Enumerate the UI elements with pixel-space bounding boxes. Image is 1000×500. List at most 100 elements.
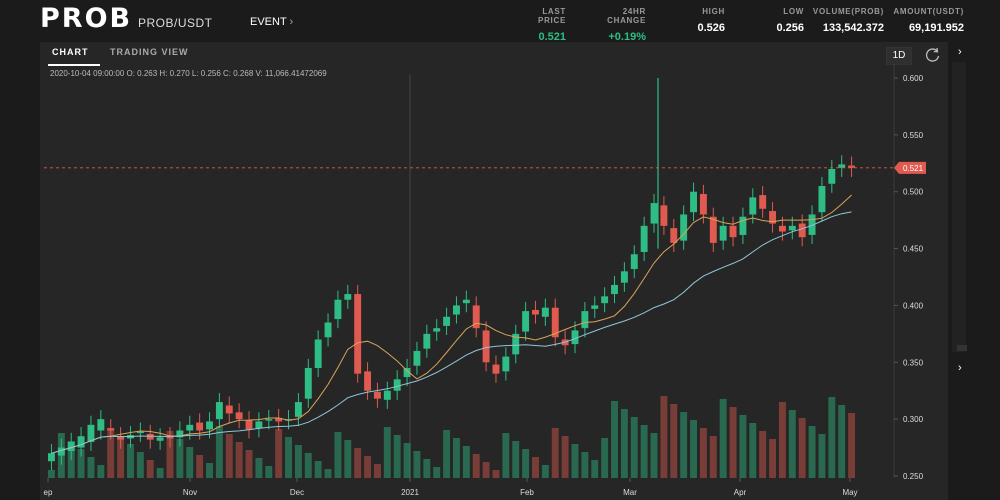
volume-bar: [423, 459, 431, 478]
stat-label: HIGH: [702, 7, 725, 16]
volume-bar: [206, 463, 213, 478]
ma-slow-line: [51, 211, 852, 454]
candle-body: [769, 211, 777, 224]
y-tick-label: 0.250: [903, 472, 924, 481]
candle-body: [166, 436, 174, 439]
x-tick-label: Feb: [520, 488, 534, 497]
stat-high: HIGH 0.526: [680, 7, 725, 34]
chevron-right-icon[interactable]: ›: [958, 362, 962, 374]
volume-bar: [492, 470, 500, 478]
stat-label: 24HR CHANGE: [607, 7, 646, 25]
candle-body: [512, 333, 520, 355]
volume-bar: [107, 428, 115, 478]
candle-body: [77, 436, 85, 448]
volume-bar: [97, 465, 105, 478]
candle-body: [788, 225, 796, 231]
stat-label: VOLUME(PROB): [812, 7, 884, 16]
chevron-right-icon[interactable]: ›: [958, 46, 962, 58]
candle-body: [630, 254, 638, 270]
volume-bar: [630, 417, 638, 478]
candle-body: [186, 424, 194, 431]
volume-bar: [532, 457, 539, 478]
tab-trading-view[interactable]: TRADING VIEW: [110, 47, 189, 57]
candle-body: [532, 309, 539, 315]
candle-body: [848, 165, 856, 168]
stat-value: 0.521: [538, 31, 566, 43]
candle-body: [591, 305, 599, 309]
candle-body: [265, 419, 273, 421]
volume-bar: [136, 452, 144, 478]
volume-bar: [127, 444, 134, 478]
candle-body: [294, 402, 302, 417]
volume-bar: [403, 443, 411, 478]
volume-bar: [788, 410, 796, 478]
y-tick-label: 0.550: [903, 131, 924, 140]
candle-body: [650, 203, 658, 224]
volume-bar: [146, 460, 154, 478]
candle-body: [304, 367, 312, 399]
candle-body: [759, 195, 767, 209]
volume-bar: [502, 433, 510, 478]
volume-bar: [699, 428, 707, 478]
candle-body: [57, 447, 65, 456]
x-tick-label: Apr: [734, 488, 747, 497]
volume-bar: [551, 428, 559, 478]
volume-bar: [433, 467, 441, 478]
volume-bar: [57, 433, 65, 478]
candle-body: [690, 191, 697, 213]
candle-body: [225, 405, 233, 414]
volume-bar: [235, 442, 243, 478]
candle-body: [334, 299, 342, 320]
candle-body: [709, 216, 717, 243]
volume-bar: [354, 448, 362, 478]
volume-bar: [680, 412, 688, 478]
volume-bar: [176, 439, 184, 478]
stat-value: 69,191.952: [908, 22, 964, 34]
volume-bar: [87, 457, 95, 478]
candle-body: [403, 367, 411, 378]
volume-bar: [294, 445, 302, 478]
volume-bar: [304, 453, 312, 478]
event-link[interactable]: EVENT ›: [250, 16, 293, 28]
candle-body: [818, 186, 826, 213]
candle-body: [136, 431, 144, 434]
candle-body: [48, 453, 55, 462]
candle-body: [522, 311, 530, 332]
candle-body: [87, 424, 95, 442]
volume-bar: [828, 397, 836, 478]
volume-bar: [334, 432, 342, 478]
period-selector[interactable]: 1D: [886, 47, 912, 65]
candle-body: [838, 164, 846, 168]
volume-bar: [462, 446, 470, 478]
volume-bar: [848, 413, 856, 478]
volume-bar: [245, 450, 253, 478]
volume-bar: [759, 431, 767, 478]
refresh-icon[interactable]: [924, 46, 942, 64]
volume-bar: [620, 409, 628, 478]
active-tab-indicator: [48, 64, 100, 66]
tab-chart[interactable]: CHART: [52, 47, 89, 57]
chart-panel: CHART TRADING VIEW 1D 2020-10-04 09:00:0…: [40, 42, 948, 500]
candle-body: [699, 193, 707, 215]
volume-bar: [601, 438, 609, 478]
candle-body: [670, 228, 678, 243]
trading-pair: PROB/USDT: [138, 16, 213, 30]
volume-bar: [225, 434, 233, 478]
y-tick-label: 0.450: [903, 245, 924, 254]
volume-bar: [364, 456, 372, 478]
volume-bar: [265, 466, 273, 478]
volume-bar: [413, 451, 421, 478]
volume-bar: [117, 436, 125, 478]
candle-body: [393, 379, 401, 391]
candle-body: [433, 328, 441, 332]
candle-body: [482, 330, 490, 363]
candle-body: [176, 430, 184, 438]
candle-body: [196, 422, 204, 431]
candle-body: [245, 420, 253, 430]
stat-amount: AMOUNT(USDT) 69,191.952: [892, 7, 964, 34]
candle-body: [344, 294, 352, 300]
candle-body: [413, 350, 421, 366]
candle-body: [107, 428, 115, 431]
candle-body: [423, 333, 431, 349]
